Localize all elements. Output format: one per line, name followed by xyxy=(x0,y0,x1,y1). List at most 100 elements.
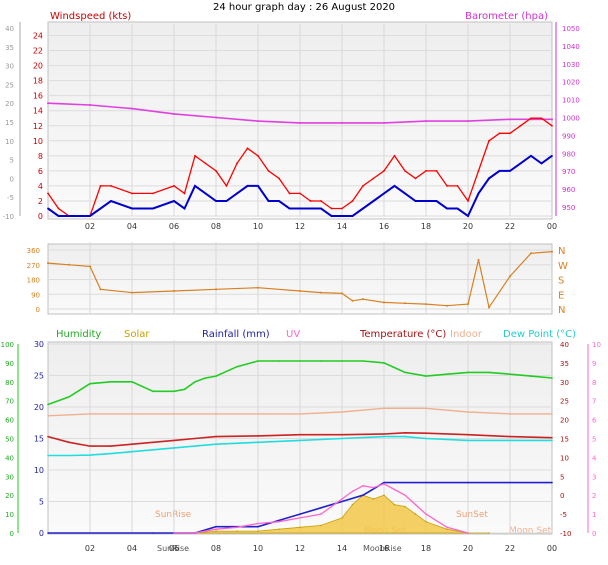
temperature-point-8 xyxy=(215,435,217,438)
wind-x-tick-11: 00 xyxy=(547,222,557,231)
gust-point-30 xyxy=(404,169,406,172)
humidity-point-17 xyxy=(362,360,364,362)
humidity-point-16 xyxy=(341,360,343,362)
baro-tick-label-6: 990 xyxy=(562,132,575,140)
speed-point-3 xyxy=(89,215,91,217)
dew-point-point-16 xyxy=(509,439,511,442)
solar-point-8 xyxy=(341,517,343,519)
speed-point-39 xyxy=(498,169,501,172)
direction-point-12 xyxy=(362,298,364,301)
rainfall-point-0 xyxy=(47,532,49,534)
indoor-point-5 xyxy=(257,413,259,415)
rain-tick-label-0: 30 xyxy=(34,340,44,349)
hum-tick-label-10: 0 xyxy=(10,530,14,538)
humidity-point-25 xyxy=(530,375,532,377)
indoor-point-1 xyxy=(89,413,91,415)
direction-point-20 xyxy=(509,275,511,278)
speed-point-22 xyxy=(320,207,322,210)
baro-point-10 xyxy=(467,120,469,123)
direction-point-11 xyxy=(351,299,354,302)
speed-point-17 xyxy=(267,200,270,202)
uv-tick-label-0: 10 xyxy=(592,341,601,349)
hum-tick-label-0: 100 xyxy=(1,341,14,349)
uv-point-9 xyxy=(351,490,354,493)
direction-point-15 xyxy=(425,303,427,306)
solar-point-9 xyxy=(351,503,354,506)
speed-point-24 xyxy=(341,215,343,217)
direction-point-9 xyxy=(320,291,322,294)
gust-point-36 xyxy=(467,200,469,202)
dew-point-point-14 xyxy=(425,437,427,440)
direction-point-21 xyxy=(530,252,532,255)
speed-point-31 xyxy=(414,200,417,202)
solar-point-5 xyxy=(278,528,280,531)
wind-tick-label-7: 10 xyxy=(33,137,43,146)
speed-point-34 xyxy=(446,207,448,210)
humidity-point-24 xyxy=(509,373,511,376)
hum-x-tick-5: 12 xyxy=(295,544,305,553)
hum-tick-label-9: 10 xyxy=(5,511,14,519)
gust-point-7 xyxy=(152,192,154,195)
speed-point-43 xyxy=(540,162,543,165)
speed-point-32 xyxy=(425,200,427,202)
wind-x-tick-5: 12 xyxy=(295,222,305,231)
temperature-point-16 xyxy=(509,435,511,438)
direction-point-22 xyxy=(551,250,553,253)
legend-uv: UV xyxy=(286,329,300,340)
gust-point-26 xyxy=(362,185,364,187)
wind-x-tick-9: 20 xyxy=(463,222,473,231)
humidity-point-8 xyxy=(194,381,196,383)
indoor-point-4 xyxy=(215,413,217,415)
speed-point-9 xyxy=(183,207,186,210)
wind-x-tick-3: 08 xyxy=(211,222,221,231)
gust-point-29 xyxy=(393,154,396,157)
direction-point-4 xyxy=(131,291,133,294)
uv-tick-label-2: 8 xyxy=(592,379,596,387)
wind-tick-label-2: 20 xyxy=(33,62,43,71)
direction-point-19 xyxy=(488,306,490,309)
baro-tick-label-9: 960 xyxy=(562,186,575,194)
uv-point-7 xyxy=(320,513,322,515)
wind-outer-tick-label-0: 40 xyxy=(5,25,14,33)
rainfall-point-4 xyxy=(215,525,217,528)
speed-point-0 xyxy=(47,207,49,210)
humidity-point-6 xyxy=(173,390,175,393)
baro-tick-label-5: 1000 xyxy=(562,115,580,123)
wind-tick-label-4: 16 xyxy=(33,92,43,101)
uv-point-5 xyxy=(278,520,280,523)
indoor-point-10 xyxy=(467,411,469,413)
rainfall-point-1 xyxy=(152,532,154,534)
temp-tick-label-4: 20 xyxy=(560,417,569,425)
solar-point-17 xyxy=(446,528,448,531)
humidity-point-11 xyxy=(236,365,238,368)
humidity-point-4 xyxy=(131,381,133,383)
uv-tick-label-5: 5 xyxy=(592,436,596,444)
indoor-point-0 xyxy=(47,415,49,417)
speed-point-10 xyxy=(194,185,196,187)
gust-point-40 xyxy=(509,132,511,135)
dir-tick-label-4: 0 xyxy=(36,306,40,314)
speed-point-38 xyxy=(488,177,490,180)
speed-point-5 xyxy=(110,200,112,202)
wind-outer-tick-label-3: 25 xyxy=(5,81,14,89)
indoor-point-3 xyxy=(173,413,175,415)
gust-point-9 xyxy=(183,192,186,195)
temperature-point-13 xyxy=(404,432,406,434)
baro-tick-label-4: 1010 xyxy=(562,97,580,105)
rainfall-point-12 xyxy=(383,481,385,484)
speed-point-30 xyxy=(404,192,406,195)
speed-point-23 xyxy=(330,215,333,217)
wind-tick-label-3: 18 xyxy=(33,77,43,86)
baro-tick-label-0: 1050 xyxy=(562,25,580,33)
baro-point-12 xyxy=(551,118,553,121)
uv-point-11 xyxy=(372,486,375,489)
annotation-sunrise-axis: SunRise xyxy=(157,544,189,553)
dir-compass-label-2: S xyxy=(558,276,564,287)
speed-point-8 xyxy=(173,200,175,202)
annotation-sunset: SunSet xyxy=(456,510,488,520)
temperature-point-10 xyxy=(299,433,301,436)
speed-point-7 xyxy=(152,207,154,210)
legend-indoor: Indoor xyxy=(450,329,483,340)
temp-tick-label-1: 35 xyxy=(560,360,569,368)
rainfall-point-13 xyxy=(467,481,469,484)
